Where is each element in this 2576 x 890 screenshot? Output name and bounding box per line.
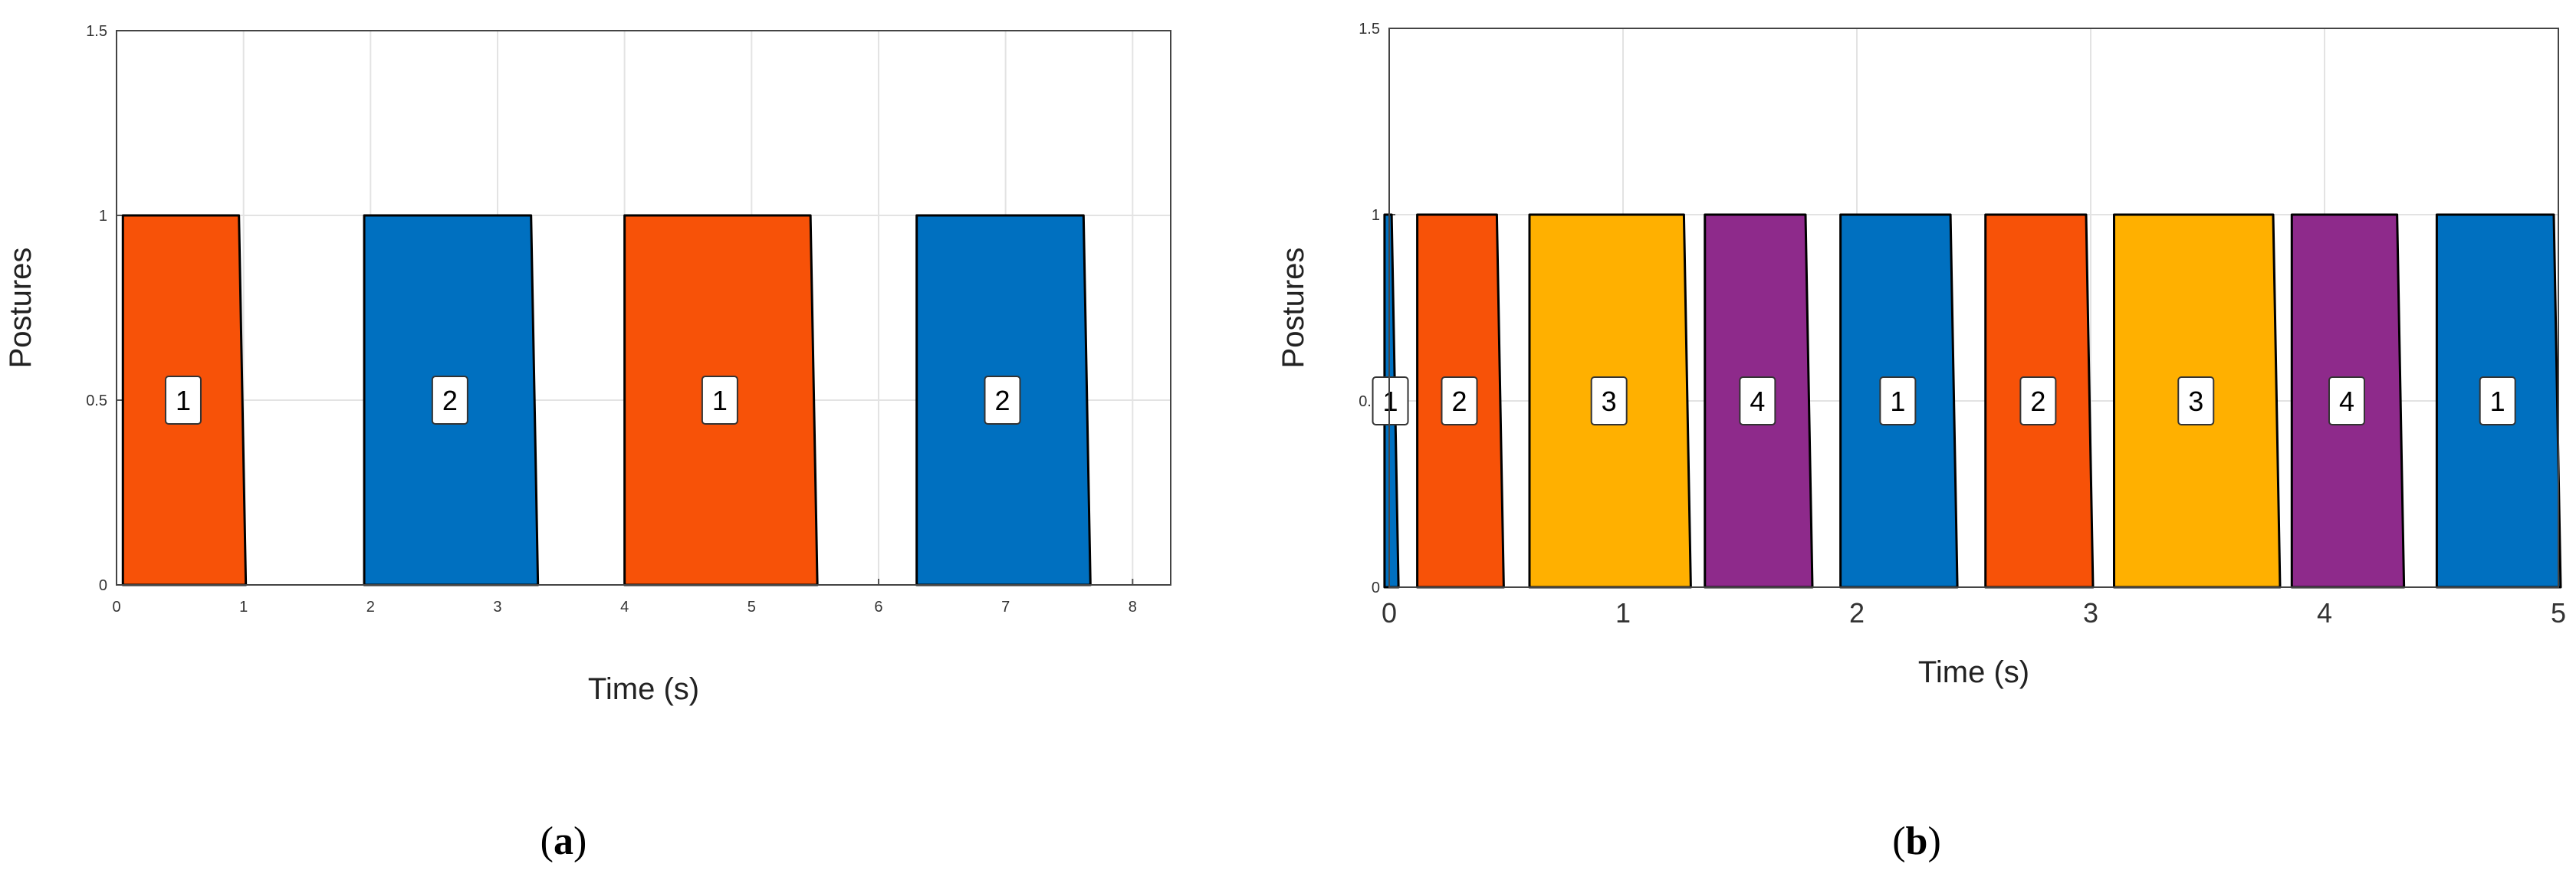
y-axis-title: Postures [1276, 248, 1310, 369]
y-axis-title: Postures [4, 248, 38, 369]
x-tick-label: 1 [1615, 597, 1631, 629]
segment-label: 2 [1451, 386, 1467, 417]
segment-label-box [701, 376, 738, 425]
y-tick-label: 1.5 [86, 23, 107, 40]
y-tick-label: 1 [99, 208, 107, 225]
x-axis-title: Time (s) [1918, 655, 2029, 689]
segment-label-box [2328, 376, 2365, 425]
x-tick-label: 2 [1849, 597, 1865, 629]
y-tick-label: 0 [99, 577, 107, 594]
segment-label-box [1590, 376, 1628, 425]
segment-label-box [1879, 376, 1917, 425]
segment-label-box [2019, 376, 2057, 425]
segment-label-box [984, 376, 1021, 425]
segment-label: 1 [1383, 386, 1398, 417]
y-tick-label: 0 [1372, 580, 1380, 596]
x-tick-label: 6 [874, 599, 882, 616]
segment-label-box [2479, 376, 2516, 425]
axes-box [1388, 28, 2559, 588]
panel-label: (b) [1892, 819, 1941, 863]
y-tick-label: 1.5 [1359, 21, 1380, 38]
segment-label-box [1441, 376, 1478, 425]
y-tick-label: 0.5 [86, 392, 107, 409]
segment-label: 1 [2490, 386, 2505, 417]
x-tick-label: 0 [1382, 597, 1397, 629]
x-tick-label: 3 [493, 599, 501, 616]
x-tick-label: 4 [2317, 597, 2332, 629]
segment-label: 3 [1602, 386, 1617, 417]
segment-label: 2 [2030, 386, 2045, 417]
segment-label-box [1372, 376, 1409, 425]
chart-panel-a: 0 1 2 3 4 5 6 7 8 0 0.5 1 1.5 1 2 1 2 Postures Time (s) (a) [4, 23, 1171, 863]
segment-label: 2 [442, 385, 458, 416]
x-tick-label: 0 [112, 599, 120, 616]
segment-label-box [164, 376, 202, 425]
segment-label: 1 [1890, 386, 1905, 417]
x-tick-label: 5 [748, 599, 756, 616]
axes-box [116, 30, 1171, 586]
segment-label: 2 [994, 385, 1010, 416]
x-tick-label: 5 [2551, 597, 2566, 629]
segment-label-box [2177, 376, 2215, 425]
x-tick-label: 8 [1129, 599, 1137, 616]
segment-label: 3 [2188, 386, 2203, 417]
segment-label-box [1739, 376, 1776, 425]
segment-label: 4 [1750, 386, 1765, 417]
x-tick-label: 2 [366, 599, 375, 616]
y-tick-label: 1 [1372, 207, 1380, 224]
segment-label: 1 [712, 385, 728, 416]
panel-label: (a) [540, 819, 587, 863]
segment-label: 1 [176, 385, 191, 416]
segment-label: 4 [2339, 386, 2354, 417]
x-tick-label: 1 [239, 599, 248, 616]
segment-label-box [431, 376, 468, 425]
x-tick-label: 3 [2083, 597, 2098, 629]
x-axis-title: Time (s) [588, 672, 699, 706]
x-tick-label: 7 [1001, 599, 1010, 616]
x-tick-label: 4 [620, 599, 629, 616]
